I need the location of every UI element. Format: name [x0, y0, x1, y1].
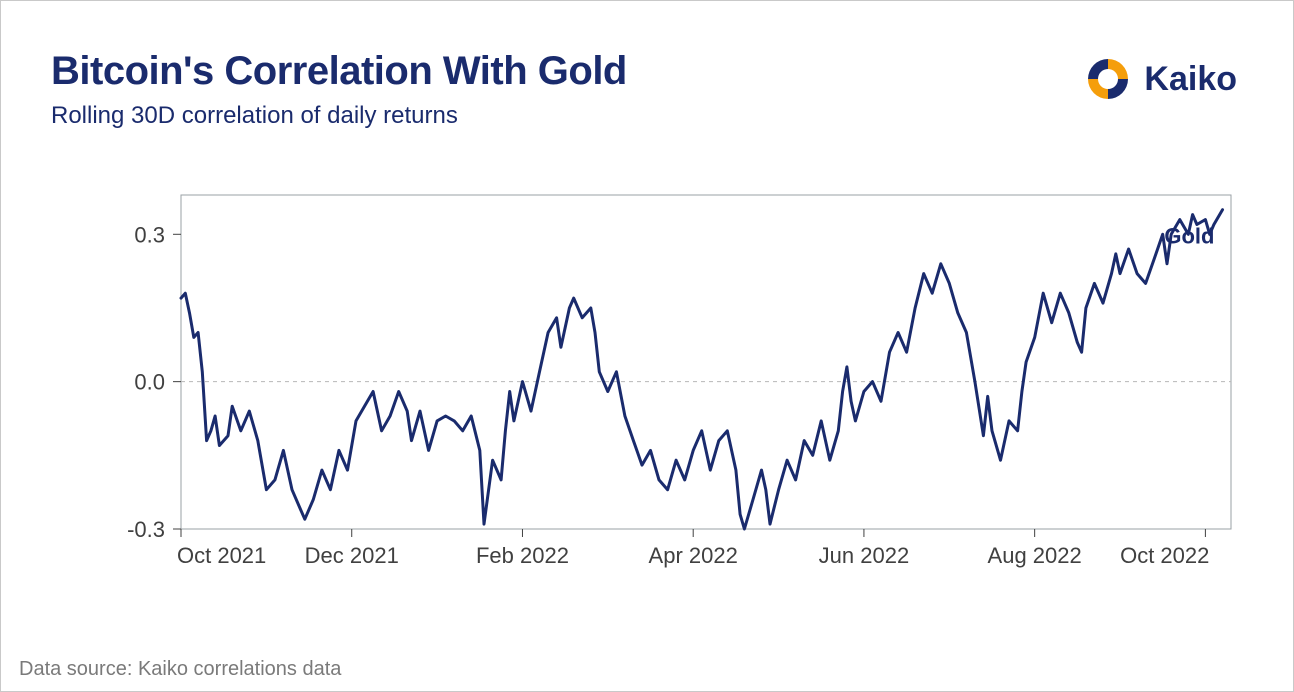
chart-area: -0.3 0.0 0.3 Oct 2021 Dec 2021 Feb 2022 Apr 20…	[81, 189, 1241, 589]
brand-mark-arc-left	[1088, 59, 1108, 79]
footer-source: Data source: Kaiko correlations data	[19, 658, 341, 681]
brand-mark-icon	[1084, 55, 1132, 103]
plot-border	[181, 195, 1231, 529]
series-label: Gold	[1164, 224, 1214, 249]
y-tick-label: 0.3	[134, 222, 165, 247]
chart-subtitle: Rolling 30D correlation of daily returns	[51, 102, 1243, 130]
x-tick-label: Oct 2022	[1120, 543, 1209, 568]
x-tick-label: Feb 2022	[476, 543, 569, 568]
brand-logo: Kaiko	[1084, 55, 1237, 103]
header: Bitcoin's Correlation With Gold Rolling …	[51, 49, 1243, 130]
brand-mark-arc-bottom	[1088, 79, 1108, 99]
x-tick-label: Oct 2021	[177, 543, 266, 568]
brand-mark-arc-top	[1108, 59, 1128, 79]
y-tick-label: 0.0	[134, 370, 165, 395]
x-tick-label: Jun 2022	[819, 543, 910, 568]
x-tick-label: Apr 2022	[649, 543, 738, 568]
brand-mark-arc-right	[1108, 79, 1128, 99]
x-tick-label: Dec 2021	[305, 543, 399, 568]
brand-name: Kaiko	[1144, 60, 1237, 99]
x-tick-label: Aug 2022	[988, 543, 1082, 568]
chart-card: Bitcoin's Correlation With Gold Rolling …	[0, 0, 1294, 692]
y-tick-label: -0.3	[127, 517, 165, 542]
line-chart: -0.3 0.0 0.3 Oct 2021 Dec 2021 Feb 2022 Apr 20…	[81, 189, 1241, 589]
chart-title: Bitcoin's Correlation With Gold	[51, 49, 1243, 94]
